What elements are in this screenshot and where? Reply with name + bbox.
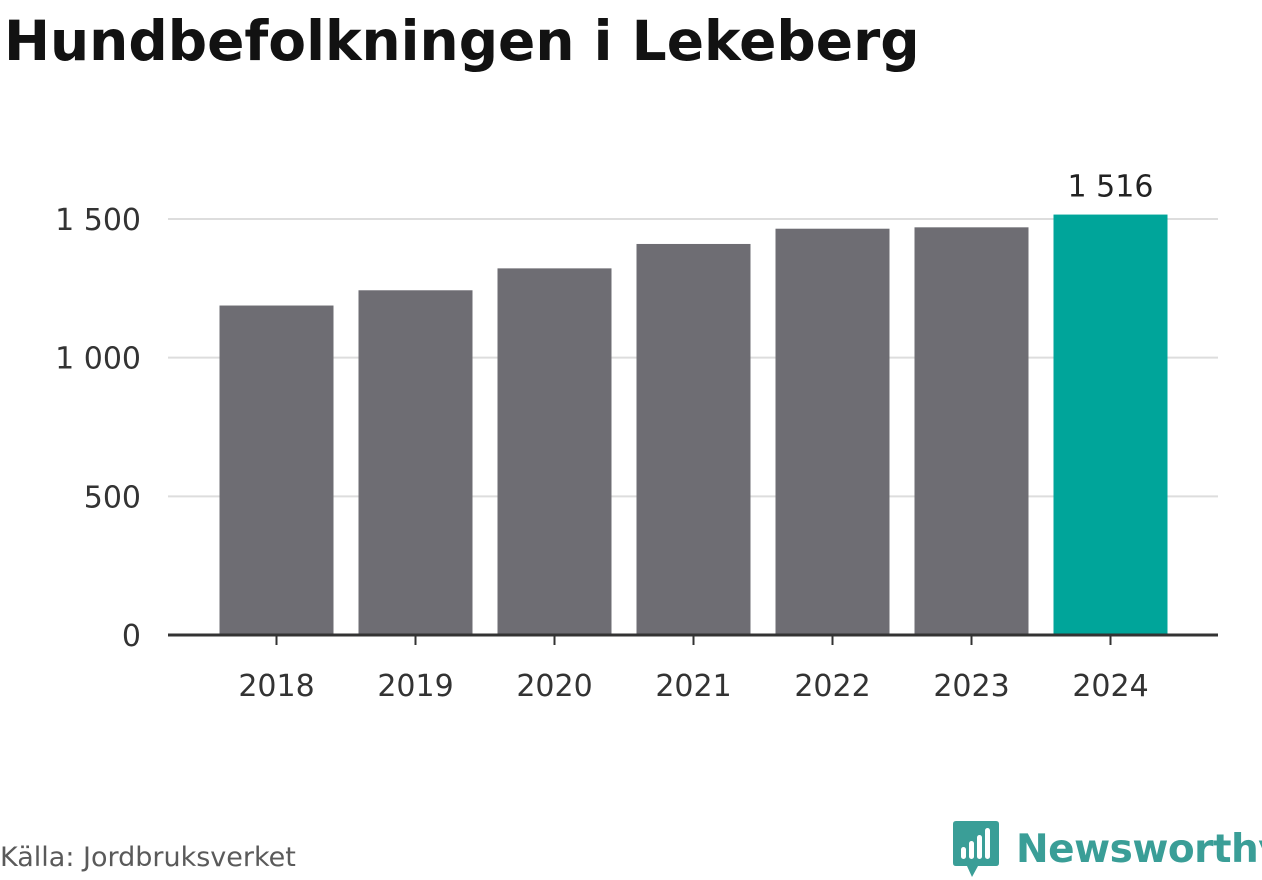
x-tick-label: 2023 [933,669,1009,704]
data-label: 1 516 [1068,170,1154,205]
bar [219,305,334,635]
bar [775,228,890,635]
x-tick-label: 2019 [377,669,453,704]
x-tick-label: 2022 [794,669,870,704]
x-tick-label: 2018 [238,669,314,704]
bar [1053,214,1168,635]
y-tick-label: 1 000 [55,342,141,377]
x-tick-label: 2021 [655,669,731,704]
bar [636,243,751,635]
newsworthy-logo-icon [953,821,999,877]
x-tick-label: 2020 [516,669,592,704]
chart-title: Hundbefolkningen i Lekeberg [4,9,920,73]
bar [914,227,1029,635]
y-tick-label: 1 500 [55,203,141,238]
y-tick-label: 0 [122,619,141,654]
source-note: Källa: Jordbruksverket [0,842,296,873]
bar [358,290,473,635]
brand: Newsworthy [952,818,1262,880]
y-tick-label: 500 [84,480,141,515]
bar [497,268,612,635]
x-tick-label: 2024 [1072,669,1148,704]
brand-name: Newsworthy [1016,826,1262,872]
